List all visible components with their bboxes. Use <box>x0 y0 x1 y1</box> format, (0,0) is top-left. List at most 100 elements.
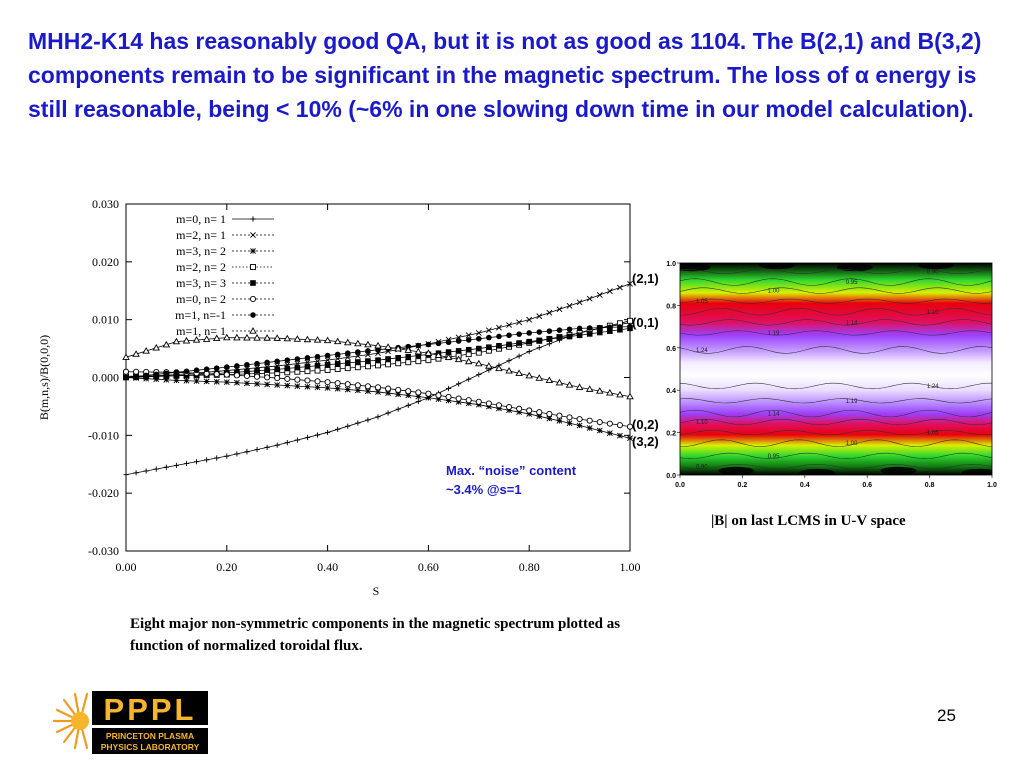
data-point <box>254 446 260 453</box>
data-point <box>254 360 260 367</box>
noise-line-2: ~3.4% @s=1 <box>446 482 522 497</box>
data-point <box>496 343 502 349</box>
x-tick-label: 0.20 <box>216 560 237 574</box>
data-point <box>250 232 256 238</box>
data-point <box>294 437 300 443</box>
contour-line <box>680 298 992 304</box>
data-point <box>334 361 341 367</box>
data-point <box>365 348 371 354</box>
noise-line-1: Max. “noise” content <box>446 463 577 478</box>
series-m-0-n-2 <box>122 368 634 430</box>
data-point <box>556 327 563 333</box>
data-point <box>204 457 210 463</box>
data-point <box>626 392 634 400</box>
data-point <box>445 397 452 404</box>
series-m-3-n-2 <box>123 374 633 442</box>
data-point <box>556 306 563 313</box>
data-point <box>323 336 332 344</box>
data-point <box>304 363 311 370</box>
data-point <box>555 378 564 386</box>
data-point <box>122 353 130 360</box>
contour-line <box>680 382 992 390</box>
data-point <box>375 362 381 369</box>
data-point <box>213 365 220 371</box>
data-point <box>606 420 613 427</box>
legend-label: m=1, n= 1 <box>176 324 226 338</box>
data-point <box>546 328 553 334</box>
y-tick-label: 0.010 <box>92 313 119 327</box>
data-point <box>456 381 462 387</box>
contour-level-label: 0.95 <box>846 280 858 286</box>
data-point <box>163 376 170 383</box>
series-m-1-n-1 <box>123 323 633 381</box>
data-point <box>546 309 553 316</box>
x-tick-label: 1.00 <box>620 560 641 574</box>
contour-level-label: 0.90 <box>927 269 939 275</box>
data-point <box>202 335 211 342</box>
contour-line <box>680 452 992 459</box>
data-point <box>123 374 129 381</box>
data-point <box>556 335 563 341</box>
contour-level-label: 1.00 <box>768 289 780 295</box>
data-point <box>566 302 573 309</box>
data-point <box>344 354 351 361</box>
data-point <box>345 423 351 429</box>
data-point <box>617 324 623 330</box>
data-point <box>334 351 341 358</box>
data-point <box>173 369 180 376</box>
data-point <box>365 388 371 395</box>
data-point <box>576 422 583 429</box>
data-point <box>464 357 473 365</box>
data-point <box>486 344 492 350</box>
data-point <box>596 419 603 426</box>
data-point <box>435 396 442 403</box>
data-point <box>445 349 452 355</box>
data-point <box>486 334 492 341</box>
data-point <box>172 337 181 345</box>
contour-x-tick-label: 0.8 <box>925 482 935 489</box>
data-point <box>506 358 512 364</box>
data-point <box>526 338 532 345</box>
data-point <box>334 380 341 387</box>
data-point <box>405 359 412 366</box>
data-point <box>485 400 492 407</box>
contour-frame <box>679 262 993 476</box>
data-point <box>253 373 261 380</box>
data-point <box>123 472 129 478</box>
data-point <box>415 398 421 405</box>
data-point <box>365 417 371 423</box>
logo-line-1: PRINCETON PLASMA <box>106 731 194 741</box>
data-point <box>385 410 391 416</box>
data-point <box>526 330 532 336</box>
contour-level-label: 1.05 <box>927 431 939 437</box>
data-point <box>303 335 312 343</box>
data-point <box>465 397 472 404</box>
data-point <box>455 395 462 402</box>
data-point <box>163 464 169 470</box>
contour-dark-spot <box>758 263 795 270</box>
contour-line <box>680 418 992 426</box>
data-point <box>182 336 191 344</box>
legend-label: m=2, n= 1 <box>176 228 226 242</box>
data-point <box>183 460 190 467</box>
x-tick-label: 0.40 <box>317 560 338 574</box>
contour-level-label: 0.95 <box>768 454 780 460</box>
data-point <box>244 449 250 455</box>
data-point <box>395 391 402 398</box>
contour-level-label: 1.05 <box>696 299 708 305</box>
data-point <box>445 339 452 346</box>
noise-annotation: Max. “noise” content ~3.4% @s=1 <box>446 461 576 499</box>
pppl-wordmark: PPPL PRINCETON PLASMA PHYSICS LABORATORY <box>92 691 208 754</box>
data-point <box>214 455 220 461</box>
data-point <box>536 409 543 416</box>
data-point <box>324 352 331 359</box>
contour-y-tick-label: 0.6 <box>666 346 676 353</box>
data-point <box>314 378 321 385</box>
data-point <box>425 357 432 364</box>
data-point <box>304 383 311 390</box>
legend-label: m=0, n= 1 <box>176 212 226 226</box>
data-point <box>153 466 159 472</box>
contour-y-tick-label: 0.8 <box>666 303 676 310</box>
contour-line <box>680 430 992 436</box>
data-point <box>132 350 140 357</box>
